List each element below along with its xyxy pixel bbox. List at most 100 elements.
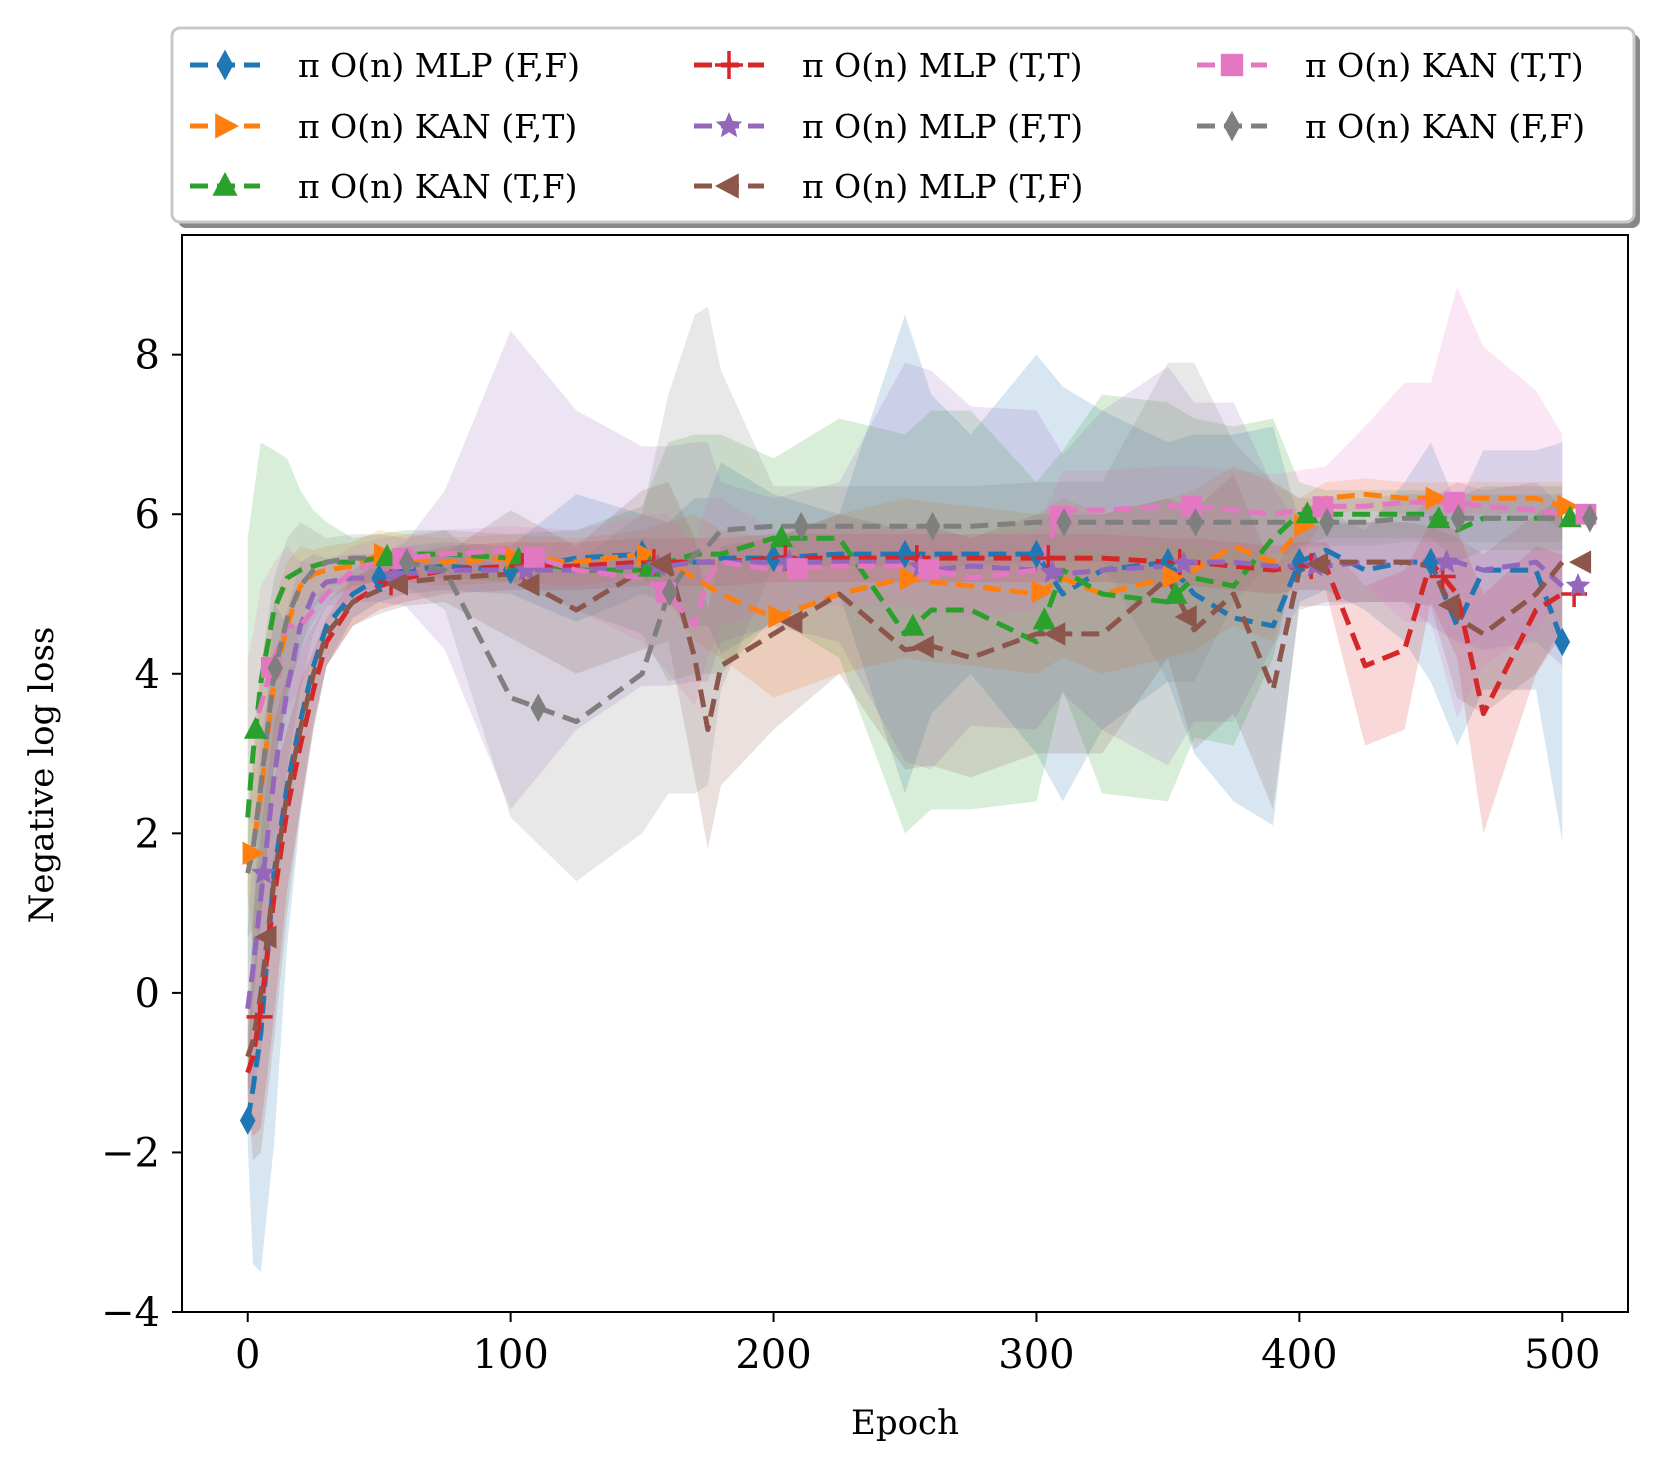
marker-series-7-point-3 [523,546,545,568]
marker-series-1-point-9 [1291,547,1308,577]
marker-series-1-point-3 [502,555,519,585]
plot-area-frame [181,234,1629,1313]
marker-series-2-point-8 [1162,565,1185,589]
y-tick-label-4: 4 [135,652,160,698]
marker-series-2-point-11 [1557,494,1580,518]
band-series-6 [247,474,1563,1161]
marker-series-1-point-10 [1423,547,1439,577]
x-axis-label: Epoch [851,1403,959,1443]
marker-series-3-point-10 [1427,506,1451,529]
legend-label-7: π O(n) KAN (T,T) [1305,46,1584,85]
marker-series-6-point-2 [385,572,408,596]
legend-marker-8 [1223,110,1241,142]
legend: π O(n) MLP (F,F) π O(n) KAN (F,T) π O(n) K… [170,26,1640,228]
confidence-bands [247,286,1563,1273]
legend-entry-1: π O(n) MLP (F,F) [190,46,580,85]
marker-series-7-point-5 [786,558,808,580]
legend-entry-3: π O(n) KAN (T,F) [190,167,578,206]
legend-box [170,26,1636,224]
legend-label-8: π O(n) KAN (F,F) [1305,107,1585,146]
legend-entry-6: π O(n) MLP (T,F) [694,167,1083,206]
marker-series-5-point-10 [1434,549,1459,573]
marker-series-5-point-11 [1565,573,1591,597]
marker-series-6-point-6 [911,635,934,659]
marker-series-1-point-11 [1554,627,1571,657]
legend-marker-3 [212,172,238,196]
line-series-4 [245,555,1564,1074]
marker-series-8-point-2 [398,548,415,577]
legend-entry-8: π O(n) KAN (F,F) [1197,107,1585,146]
marker-series-7-point-6 [918,559,940,581]
marker-series-2-point-7 [1031,579,1054,604]
legend-marker-6 [715,173,739,199]
marker-series-6-point-11 [1568,550,1592,574]
y-tick-label-6: 6 [135,492,160,538]
marker-series-4-point-7 [1035,545,1062,572]
marker-series-5-point-8 [1171,550,1196,575]
line-series-6 [245,559,1565,1058]
marker-series-2-point-5 [768,604,791,629]
marker-series-2-point-1 [242,841,265,865]
marker-series-5-point-3 [514,557,539,581]
x-tick-label-400: 400 [1261,1332,1337,1378]
y-axis-label: Negative log loss [22,627,62,924]
legend-marker-4 [715,51,743,79]
legend-entry-7: π O(n) KAN (T,T) [1197,46,1584,85]
marker-series-5-point-1 [251,860,276,884]
line-series-2 [245,491,1564,866]
marker-series-8-point-5 [793,511,809,541]
legend-marker-2 [215,113,239,139]
x-tick-label-300: 300 [998,1332,1074,1378]
band-series-1 [247,314,1563,1273]
legend-label-3: π O(n) KAN (T,F) [298,167,578,206]
marker-series-8-point-7 [1056,507,1072,537]
legend-entry-2: π O(n) KAN (F,T) [190,107,577,146]
marker-series-1-point-6 [897,539,913,569]
marker-series-6-point-3 [517,573,540,597]
legend-marker-1 [216,49,234,81]
x-tick-label-200: 200 [735,1332,811,1378]
marker-series-8-point-10 [1450,503,1467,533]
marker-series-3-point-6 [901,613,925,636]
x-axis-ticks: 0 100 200 300 400 500 [235,1312,1600,1378]
marker-series-8-point-8 [1187,507,1204,537]
marker-series-6-point-8 [1174,605,1197,629]
marker-series-6-point-1 [254,925,277,949]
x-tick-label-100: 100 [472,1332,548,1378]
legend-label-6: π O(n) MLP (T,F) [802,167,1083,206]
marker-series-4-point-1 [246,1003,273,1030]
y-axis-ticks: −4 −2 0 2 4 6 8 [101,333,182,1336]
y-tick-label-2: 2 [135,811,160,857]
legend-marker-7 [1220,53,1244,77]
legend-entry-5: π O(n) MLP (F,T) [694,107,1083,146]
marker-series-3-point-5 [769,525,794,548]
marker-series-3-point-8 [1164,581,1188,604]
y-tick-label-8: 8 [135,333,160,379]
marker-series-1-point-7 [1028,539,1045,569]
marker-series-6-point-7 [1043,622,1066,646]
band-series-8 [247,306,1563,938]
marker-series-1-point-2 [371,563,387,593]
marker-series-6-point-4 [648,552,671,576]
marker-series-2-point-6 [899,566,922,591]
x-tick-label-500: 500 [1524,1332,1600,1378]
marker-series-5-point-7 [1039,559,1065,583]
y-tick-label-0: 0 [135,971,160,1017]
marker-series-1-point-1 [239,1106,256,1135]
legend-label-5: π O(n) MLP (F,T) [802,107,1083,146]
legend-entry-4: π O(n) MLP (T,T) [694,46,1083,85]
marker-series-8-point-6 [924,511,941,541]
line-series-3 [245,511,1563,818]
marker-series-8-point-3 [530,693,547,723]
marker-series-6-point-5 [780,610,803,634]
marker-series-6-point-10 [1437,593,1460,617]
marker-series-3-point-9 [1295,501,1319,524]
legend-label-1: π O(n) MLP (F,F) [298,46,580,85]
marker-series-6-point-9 [1306,552,1329,576]
legend-label-4: π O(n) MLP (T,T) [802,46,1083,85]
series-markers [239,486,1598,1135]
y-tick-label--4: −4 [101,1290,160,1336]
marker-series-7-point-9 [1312,496,1334,518]
